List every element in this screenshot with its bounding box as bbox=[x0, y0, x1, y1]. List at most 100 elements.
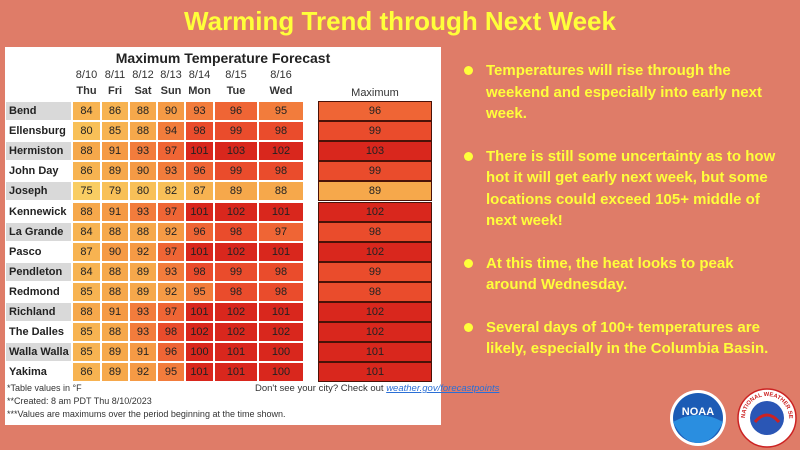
temp-cell: 88 bbox=[72, 201, 101, 222]
max-cell: 102 bbox=[318, 241, 432, 262]
temp-cell: 101 bbox=[185, 302, 214, 323]
temp-cell: 102 bbox=[214, 302, 258, 323]
temp-cell: 93 bbox=[129, 141, 157, 162]
date-header: 8/15 bbox=[225, 69, 247, 81]
max-cell: 99 bbox=[318, 121, 432, 142]
footnote: ***Values are maximums over the period b… bbox=[7, 409, 286, 419]
city-note: Don't see your city? Check out bbox=[255, 383, 384, 394]
max-cell: 98 bbox=[318, 281, 432, 302]
temp-cell: 102 bbox=[258, 322, 304, 343]
temp-cell: 88 bbox=[129, 101, 157, 122]
temp-cell: 96 bbox=[185, 221, 214, 242]
max-cell: 99 bbox=[318, 161, 432, 182]
temp-cell: 88 bbox=[101, 281, 129, 302]
temp-cell: 102 bbox=[214, 201, 258, 222]
day-header: Sun bbox=[160, 85, 182, 97]
logos: NOAA NATIONAL WEATHER SERVICE bbox=[668, 388, 797, 448]
temp-cell: 88 bbox=[72, 302, 101, 323]
max-cell: 102 bbox=[318, 302, 432, 323]
day-header: Thu bbox=[76, 85, 97, 97]
temp-cell: 86 bbox=[72, 161, 101, 182]
day-header: Tue bbox=[226, 85, 246, 97]
temp-cell: 90 bbox=[157, 101, 185, 122]
temp-cell: 101 bbox=[185, 201, 214, 222]
max-cell: 101 bbox=[318, 342, 432, 363]
footnote: *Table values in °F bbox=[7, 383, 82, 393]
date-header: 8/16 bbox=[270, 69, 292, 81]
bullet: There is still some uncertainty as to ho… bbox=[462, 146, 782, 232]
temp-cell: 98 bbox=[258, 121, 304, 142]
city-cell: Kennewick bbox=[5, 201, 72, 222]
city-cell: Walla Walla bbox=[5, 342, 72, 363]
temp-cell: 84 bbox=[72, 101, 101, 122]
temp-cell: 89 bbox=[129, 261, 157, 282]
temp-cell: 98 bbox=[258, 261, 304, 282]
max-header: Maximum bbox=[351, 87, 399, 99]
bullet: At this time, the heat looks to peak aro… bbox=[462, 253, 782, 296]
temp-cell: 88 bbox=[101, 261, 129, 282]
max-cell: 102 bbox=[318, 201, 432, 222]
temp-cell: 95 bbox=[185, 281, 214, 302]
temp-cell: 93 bbox=[129, 201, 157, 222]
temp-cell: 85 bbox=[72, 322, 101, 343]
temp-cell: 99 bbox=[214, 161, 258, 182]
temp-cell: 101 bbox=[214, 362, 258, 383]
day-header: Wed bbox=[269, 85, 293, 97]
temp-cell: 98 bbox=[258, 281, 304, 302]
max-cell: 102 bbox=[318, 322, 432, 343]
temp-cell: 100 bbox=[258, 362, 304, 383]
temp-cell: 85 bbox=[101, 121, 129, 142]
city-cell: The Dalles bbox=[5, 322, 72, 343]
city-cell: Redmond bbox=[5, 281, 72, 302]
noaa-text: NOAA bbox=[682, 406, 714, 418]
forecast-table: Maximum Temperature Forecast Maximum *Ta… bbox=[5, 47, 499, 425]
day-header: Fri bbox=[107, 85, 123, 97]
temp-cell: 96 bbox=[185, 161, 214, 182]
temp-cell: 102 bbox=[185, 322, 214, 343]
temp-cell: 98 bbox=[157, 322, 185, 343]
day-header: Mon bbox=[188, 85, 211, 97]
bullet: Several days of 100+ temperatures are li… bbox=[462, 317, 782, 360]
day-header: Sat bbox=[134, 85, 152, 97]
temp-cell: 89 bbox=[101, 342, 129, 363]
temp-cell: 88 bbox=[258, 181, 304, 202]
temp-cell: 89 bbox=[129, 281, 157, 302]
temp-cell: 96 bbox=[157, 342, 185, 363]
date-header: 8/11 bbox=[104, 69, 126, 81]
max-cell: 101 bbox=[318, 362, 432, 383]
city-cell: Bend bbox=[5, 101, 72, 122]
temp-cell: 90 bbox=[129, 161, 157, 182]
bullet-dot bbox=[464, 66, 473, 75]
temp-cell: 89 bbox=[214, 181, 258, 202]
temp-cell: 89 bbox=[101, 362, 129, 383]
temp-cell: 89 bbox=[101, 161, 129, 182]
max-cell: 99 bbox=[318, 261, 432, 282]
temp-cell: 95 bbox=[258, 101, 304, 122]
temp-cell: 102 bbox=[258, 141, 304, 162]
forecast-link[interactable]: weather.gov/forecastpoints bbox=[386, 383, 500, 394]
bullet-dot bbox=[464, 151, 473, 161]
temp-cell: 82 bbox=[157, 181, 185, 202]
date-header: 8/12 bbox=[132, 69, 154, 81]
city-cell: Joseph bbox=[5, 181, 72, 202]
temp-cell: 85 bbox=[72, 281, 101, 302]
max-cell: 96 bbox=[318, 101, 432, 122]
city-cell: Pasco bbox=[5, 241, 72, 262]
max-cell: 103 bbox=[318, 141, 432, 162]
temp-cell: 98 bbox=[258, 161, 304, 182]
temp-cell: 94 bbox=[157, 121, 185, 142]
temp-cell: 97 bbox=[157, 302, 185, 323]
date-header: 8/13 bbox=[160, 69, 182, 81]
city-cell: John Day bbox=[5, 161, 72, 182]
city-cell: Hermiston bbox=[5, 141, 72, 162]
temp-cell: 86 bbox=[72, 362, 101, 383]
temp-cell: 92 bbox=[129, 362, 157, 383]
bullet-dot bbox=[464, 322, 473, 332]
bullet-list: Temperatures will rise through the weeke… bbox=[462, 60, 782, 381]
temp-cell: 88 bbox=[129, 121, 157, 142]
temp-cell: 88 bbox=[72, 141, 101, 162]
temp-cell: 91 bbox=[101, 141, 129, 162]
slide-title: Warming Trend through Next Week bbox=[184, 6, 616, 36]
table-title: Maximum Temperature Forecast bbox=[115, 50, 331, 66]
temp-cell: 88 bbox=[101, 221, 129, 242]
